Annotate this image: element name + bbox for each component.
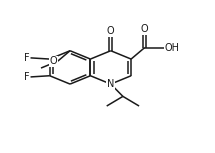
Text: F: F (24, 53, 29, 63)
Text: OH: OH (164, 43, 180, 53)
Text: O: O (107, 26, 115, 36)
Text: O: O (141, 24, 148, 34)
Text: F: F (24, 72, 29, 82)
Text: O: O (49, 56, 57, 66)
Text: N: N (107, 79, 114, 89)
